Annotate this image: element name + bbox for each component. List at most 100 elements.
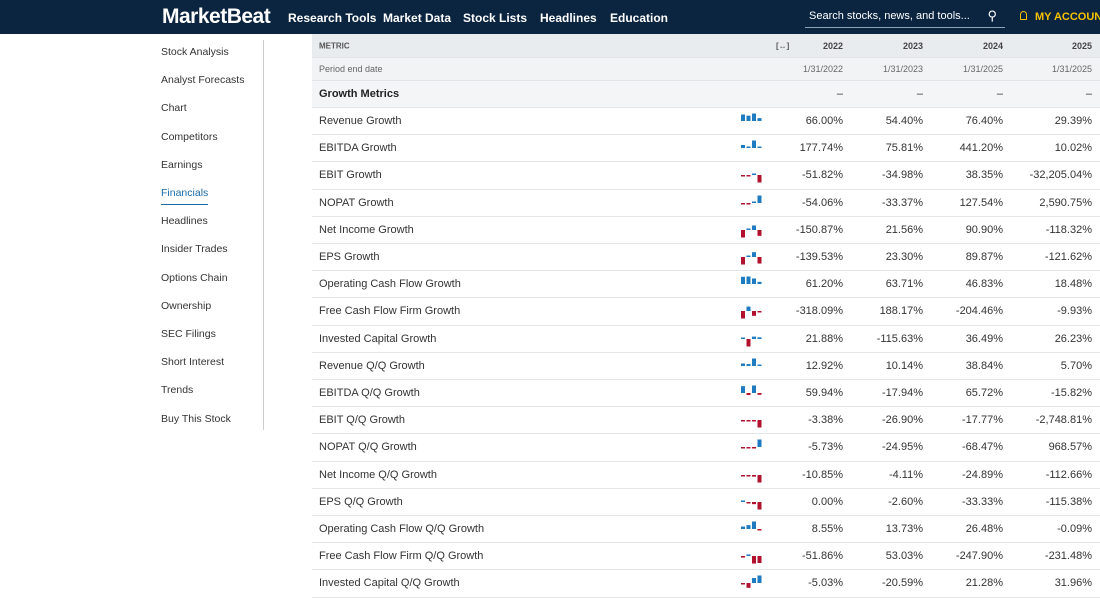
metric-value: 61.20%	[805, 278, 843, 291]
table-row: Revenue Q/Q Growth 12.92% 10.14% 38.84% 5.70…	[312, 352, 1100, 380]
sidebar-link[interactable]: Options Chain	[161, 271, 228, 284]
sparkline-bar	[752, 201, 756, 203]
metric-value: -3.38%	[808, 414, 843, 427]
metric-value: 23.30%	[885, 251, 923, 264]
sidebar-link[interactable]: Short Interest	[161, 356, 225, 369]
nav-link[interactable]: Education	[610, 11, 669, 25]
column-header[interactable]: [↔]	[776, 41, 790, 50]
metric-value: -4.11%	[888, 468, 923, 481]
sparkline-bar	[741, 276, 745, 285]
logo[interactable]: MarketBeat	[162, 5, 271, 28]
metric-value: 968.57%	[1048, 441, 1092, 454]
sparkline-bar	[752, 358, 756, 366]
metric-value: 21.56%	[885, 223, 923, 236]
metric-value: -20.59%	[882, 577, 923, 590]
table-row: Operating Cash Flow Growth 61.20% 63.71% 46…	[312, 271, 1100, 299]
nav-link[interactable]: Market Data	[383, 11, 452, 25]
sparkline	[741, 420, 762, 428]
sidebar-link[interactable]: Insider Trades	[161, 243, 228, 256]
section-cell: –	[916, 88, 923, 100]
sparkline-bar	[741, 556, 745, 558]
sparkline-bar	[741, 526, 745, 529]
table-row: Net Income Q/Q Growth -10.85% -4.11% -24.89…	[312, 461, 1100, 489]
sidebar-link[interactable]: Competitors	[161, 130, 218, 143]
metric-value: 76.40%	[965, 115, 1003, 128]
sidebar-divider	[263, 40, 264, 430]
sidebar-link[interactable]: Buy This Stock	[161, 412, 231, 425]
metric-value: 2,590.75%	[1039, 196, 1092, 209]
metric-name: Free Cash Flow Firm Q/Q Growth	[319, 550, 484, 563]
metric-value: -139.53%	[795, 251, 843, 264]
metric-value: 0.00%	[811, 495, 843, 508]
table-row: NOPAT Growth -54.06% -33.37% 127.54% 2,590.7…	[312, 189, 1100, 217]
sparkline-bar	[746, 525, 751, 529]
metric-value: 90.90%	[965, 223, 1003, 236]
sparkline-bar	[741, 175, 745, 177]
sparkline-bar	[757, 420, 762, 428]
sidebar-link[interactable]: Analyst Forecasts	[161, 74, 245, 87]
sparkline-bar	[741, 420, 745, 422]
metric-value: -231.48%	[1044, 550, 1092, 563]
sparkline-bar	[752, 140, 756, 149]
metric-value: -204.46%	[955, 305, 1003, 318]
metric-value: -2,748.81%	[1035, 414, 1092, 427]
sidebar-link[interactable]: Stock Analysis	[161, 46, 229, 58]
sparkline-bar	[752, 474, 756, 477]
metric-value: -51.86%	[802, 550, 843, 563]
metric-value: 36.49%	[965, 332, 1003, 345]
sidebar-link[interactable]: SEC Filings	[161, 328, 216, 340]
sidebar-link[interactable]: Ownership	[161, 299, 212, 312]
sparkline-bar	[757, 474, 762, 483]
metric-value: 18.48%	[1054, 278, 1092, 291]
account-icon	[1020, 11, 1027, 20]
metric-value: 38.35%	[965, 169, 1003, 182]
search-box[interactable]: Search stocks, news, and tools... ⚲	[805, 5, 1005, 28]
nav-link[interactable]: Headlines	[540, 11, 597, 25]
sparkline	[741, 521, 762, 531]
metric-name: EBITDA Growth	[319, 142, 397, 155]
metric-value: -318.09%	[795, 305, 843, 318]
metric-value: -17.77%	[962, 414, 1003, 427]
metric-value: 53.03%	[885, 550, 923, 563]
sidebar-link[interactable]: Chart	[161, 102, 187, 115]
sparkline-bar	[752, 113, 756, 121]
sparkline	[741, 554, 762, 564]
column-header: METRIC	[319, 41, 350, 50]
sidebar-link[interactable]: Headlines	[161, 215, 208, 228]
nav-link[interactable]: Stock Lists	[463, 11, 528, 25]
metric-value: -24.95%	[882, 441, 923, 454]
table-row: EBITDA Q/Q Growth 59.94% -17.94% 65.72% -15.…	[312, 380, 1100, 408]
sparkline-bar	[752, 225, 756, 230]
sparkline-bar	[752, 278, 756, 285]
metric-value: 21.28%	[965, 577, 1003, 590]
sparkline-bar	[752, 556, 756, 564]
metric-name: Free Cash Flow Firm Growth	[319, 305, 461, 318]
sidebar-link[interactable]: Financials	[161, 187, 209, 205]
metric-value: -2.60%	[888, 495, 923, 508]
period-cell: 1/31/2023	[882, 64, 923, 74]
metric-value: 75.81%	[885, 142, 923, 155]
metric-value: 13.73%	[885, 523, 923, 536]
metric-value: -68.47%	[962, 441, 1003, 454]
sparkline-bar	[746, 447, 751, 449]
sparkline-bar	[752, 501, 756, 504]
metric-value: -33.37%	[882, 196, 923, 209]
table-row: EBIT Growth -51.82% -34.98% 38.35% -32,205.0…	[312, 162, 1100, 190]
metric-value: -121.62%	[1044, 251, 1092, 264]
metric-name: EBIT Q/Q Growth	[319, 414, 405, 427]
metric-name: EBIT Growth	[319, 169, 382, 182]
table-row: Net Income Growth -150.87% 21.56% 90.90% -11…	[312, 216, 1100, 244]
sparkline	[741, 439, 762, 449]
search-icon[interactable]: ⚲	[987, 8, 997, 23]
metric-value: 26.48%	[965, 523, 1003, 536]
metric-value: 31.96%	[1054, 577, 1092, 590]
sparkline-bar	[757, 257, 762, 264]
nav-link[interactable]: Research Tools	[288, 11, 377, 25]
metric-value: -115.63%	[876, 332, 923, 345]
sidebar-link[interactable]: Earnings	[161, 158, 203, 171]
sparkline-bar	[746, 474, 751, 477]
account-link[interactable]: MY ACCOUNT	[1035, 11, 1100, 23]
sidebar-link[interactable]: Trends	[161, 384, 194, 397]
sparkline-bar	[746, 393, 751, 396]
sparkline-bar	[752, 447, 756, 449]
